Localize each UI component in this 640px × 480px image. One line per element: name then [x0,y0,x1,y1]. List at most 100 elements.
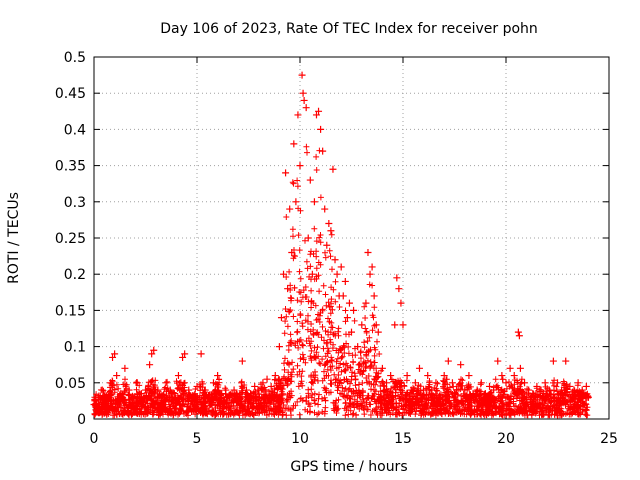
data-point [545,386,553,394]
data-point [440,372,448,380]
data-point [397,299,405,307]
data-point [154,386,162,394]
data-point [310,198,318,206]
data-point [387,372,395,380]
data-point [158,393,166,401]
data-point [214,372,222,380]
data-point [461,386,469,394]
data-point [403,372,411,380]
data-point [111,350,119,358]
data-point [515,332,523,340]
data-point [280,270,288,278]
data-point [222,386,230,394]
data-point [193,382,201,390]
data-point [125,386,133,394]
y-tick-label: 0.1 [64,340,86,356]
data-point [282,169,290,177]
data-point [286,205,294,213]
data-point [331,256,339,264]
y-tick-label: 0.5 [64,50,86,66]
x-tick-label: 20 [497,431,515,447]
data-point [325,220,333,228]
data-point [420,386,428,394]
y-tick-label: 0.15 [55,303,86,319]
data-point [98,386,106,394]
data-point [209,379,217,387]
data-point [453,386,461,394]
data-point [477,379,485,387]
y-tick-label: 0.3 [64,195,86,211]
data-point [255,386,263,394]
data-point [263,375,271,383]
data-point [319,147,327,155]
data-point [179,353,187,361]
data-point [584,393,592,401]
data-point [378,364,386,372]
data-point [106,379,114,387]
data-point [432,379,440,387]
data-point [350,306,358,314]
data-point [234,393,242,401]
data-point [312,111,320,119]
data-point [327,227,335,235]
data-point [181,350,189,358]
data-point [364,248,372,256]
y-tick-label: 0.2 [64,267,86,283]
data-point [345,299,353,307]
data-point [300,96,308,104]
data-point [473,386,481,394]
data-point [506,364,514,372]
data-point [288,248,296,256]
data-point [247,390,255,398]
y-axis-label: ROTI / TECUs [6,192,22,284]
data-point [275,343,283,351]
grid [93,56,610,420]
data-point [354,343,362,351]
data-point [189,393,197,401]
data-point [230,386,238,394]
x-tick-label: 5 [193,431,202,447]
data-point [383,379,391,387]
data-point [348,328,355,336]
data-point [102,397,110,405]
y-tick-label: 0.45 [55,86,86,102]
x-tick-label: 10 [291,431,309,447]
data-point [372,321,380,329]
data-point [218,390,226,398]
data-point [562,357,570,365]
data-point [121,364,129,372]
data-point [486,382,494,390]
data-point [574,379,582,387]
data-point [205,393,213,401]
data-point [299,89,307,97]
data-point [358,321,366,329]
data-point [341,277,349,285]
data-point [302,104,310,112]
data-point [137,390,145,398]
x-axis: 0 5 10 15 20 25 [90,57,618,447]
x-tick-label: 0 [90,431,99,447]
y-axis: 0 0.05 0.1 0.15 0.2 0.25 0.3 0.35 0.4 0.45 0.5 [55,50,609,428]
data-point [465,372,473,380]
data-point [502,379,510,387]
data-point [148,350,156,358]
plot-frame [93,56,610,420]
data-point [185,386,193,394]
data-point [370,292,378,300]
data-point [238,357,246,365]
y-tick-label: 0.35 [55,159,86,175]
data-point [296,162,304,170]
y-tick-label: 0.25 [55,231,86,247]
x-tick-label: 15 [394,431,412,447]
data-point [292,198,300,206]
data-point [578,386,586,394]
data-point [267,382,275,390]
data-point [516,364,524,372]
data-point [415,364,423,372]
data-point [368,263,376,271]
data-points [90,71,592,409]
data-point [290,140,298,148]
data-point [549,357,557,365]
data-point [94,393,102,401]
